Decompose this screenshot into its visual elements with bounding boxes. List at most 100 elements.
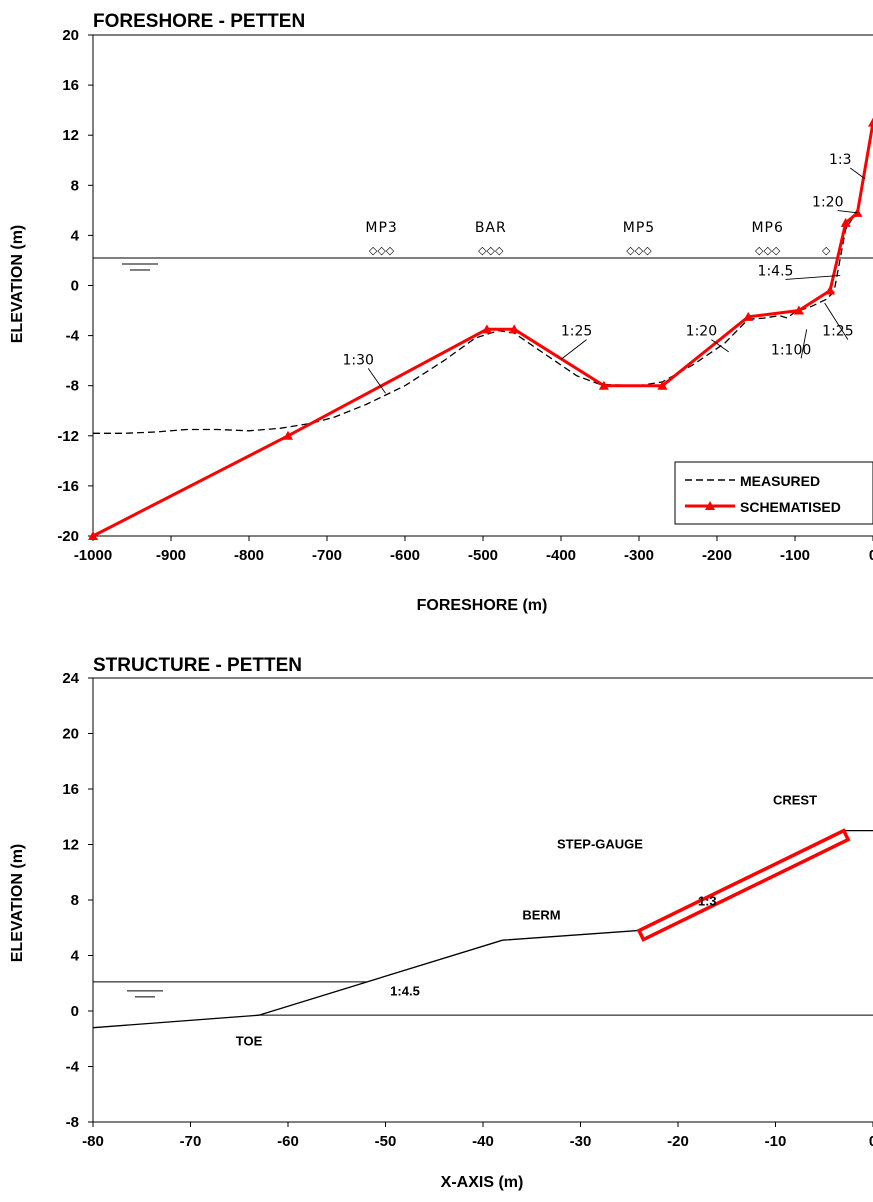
slope-annotation: 1:30 [342,352,373,368]
legend-measured-label: MEASURED [740,473,820,489]
measurement-point-marker: ◇ [822,244,831,257]
structure-x-tick-label: -70 [180,1133,202,1150]
structure-y-tick-label: 0 [71,1003,79,1020]
foreshore-y-tick-label: -16 [57,478,79,495]
schematised-series-line [92,122,873,538]
schematised-point [825,285,836,295]
foreshore-legend: MEASURED SCHEMATISED [674,461,873,525]
structure-x-tick-label: -40 [472,1133,494,1150]
measured-series-line [93,209,858,434]
foreshore-y-tick-label: 16 [62,77,79,94]
foreshore-x-tick-label: -100 [780,547,810,564]
step-gauge [636,828,851,942]
foreshore-chart: FORESHORE - PETTEN ELEVATION (m) FORESHO… [9,11,873,614]
foreshore-x-axis-label: FORESHORE (m) [417,597,548,614]
legend-schematised-label: SCHEMATISED [740,499,841,515]
structure-plot-area: CREST STEP-GAUGE 1:3 BERM 1:4.5 TOE [92,677,873,1123]
measurement-point-label: MP5 [623,220,655,236]
structure-y-tick-label: -8 [66,1114,79,1131]
slope-annotation-leader [560,339,587,360]
slope-annotation-leader [367,368,386,394]
foreshore-y-tick-label: 20 [62,27,79,44]
structure-x-tick-label: -10 [765,1133,787,1150]
schematised-point [840,217,851,227]
schematised-point [657,380,668,390]
legend-box [674,461,873,525]
schematised-point [793,305,804,315]
foreshore-x-tick-label: -500 [468,547,498,564]
structure-chart: STRUCTURE - PETTEN ELEVATION (m) X-AXIS … [9,655,873,1191]
foreshore-x-tick-label: -1000 [74,547,112,564]
slope-annotation: 1:3 [829,152,852,168]
measurement-point-label: MP3 [365,220,397,236]
structure-y-tick-label: 24 [62,670,79,687]
foreshore-x-tick-label: 0 [869,547,873,564]
structure-y-tick-label: 8 [71,892,79,909]
foreshore-y-axis-label: ELEVATION (m) [9,225,26,344]
structure-label: 1:4.5 [390,984,420,999]
foreshore-x-tick-label: -900 [156,547,186,564]
structure-y-tick-label: 4 [71,948,80,965]
foreshore-x-tick-label: -600 [390,547,420,564]
structure-y-tick-label: 16 [62,781,79,798]
foreshore-x-tick-label: -400 [546,547,576,564]
measurement-point-label: BAR [475,220,507,236]
foreshore-axis-ticks: -1000 -900 -8 0 0 -700 -600 -500 -400 -300 -200 -10… [57,27,873,564]
structure-profile-line [92,829,873,1029]
schematised-point [743,311,754,321]
foreshore-x-tick-label: -200 [702,547,732,564]
foreshore-y-tick-label: 4 [71,227,80,244]
structure-label: BERM [522,907,560,922]
schematised-point [852,207,863,217]
structure-y-tick-label: 20 [62,726,79,743]
structure-chart-title: STRUCTURE - PETTEN [93,655,302,676]
schematised-point [283,430,293,440]
slope-annotation-leader [849,167,866,180]
structure-x-axis-label: X-AXIS (m) [441,1174,524,1191]
foreshore-y-tick-label: 8 [71,177,79,194]
slope-annotation-leader [837,210,858,214]
slope-annotation: 1:20 [686,324,717,340]
foreshore-y-tick-label: 0 [71,278,79,295]
schematised-point [481,324,492,334]
legend-schematised-marker [705,501,715,510]
foreshore-plot-area: ◇◇◇ MP3 ◇◇◇ BAR ◇◇◇ MP5 ◇◇◇ MP6 ◇ 1:30 1:25 1:20 1:1… [88,34,873,540]
structure-x-tick-label: -50 [375,1133,397,1150]
measurement-point-label: MP6 [751,220,783,236]
structure-label: CREST [773,792,817,807]
foreshore-y-tick-label: -20 [57,528,79,545]
slope-annotation: 1:100 [771,342,811,358]
slope-annotation: 1:25 [822,324,853,340]
slope-annotation: 1:25 [561,324,592,340]
slope-annotation: 1:4.5 [758,263,794,279]
structure-x-tick-label: -20 [667,1133,689,1150]
schematised-point [598,380,609,390]
structure-y-tick-label: -4 [66,1059,80,1076]
structure-x-tick-label: -30 [570,1133,592,1150]
foreshore-chart-title: FORESHORE - PETTEN [93,11,305,32]
schematised-point [868,117,873,127]
measurement-point-marker: ◇◇◇ [626,244,652,257]
structure-y-tick-label: 12 [62,837,79,854]
structure-x-tick-label: -60 [277,1133,299,1150]
structure-x-tick-label: 0 [869,1133,873,1150]
foreshore-y-tick-label: -4 [66,328,80,345]
slope-annotation-leader [800,329,808,359]
structure-label: STEP-GAUGE [557,837,643,852]
structure-axis-ticks: -80 -70 -60 -50 -40 -30 -20 -10 0 24 20 16 12 8 4 0 -4 -8 [62,670,873,1150]
foreshore-y-tick-label: 12 [62,127,79,144]
structure-label: 1:3 [698,894,717,909]
foreshore-x-tick-label: -700 [312,547,342,564]
foreshore-y-tick-label: -12 [57,428,79,445]
slope-annotation: 1:20 [812,195,843,211]
slope-annotation-leader [711,339,729,353]
measurement-point-marker: ◇◇◇ [369,244,395,257]
foreshore-x-tick-label: -300 [624,547,654,564]
structure-label: TOE [236,1034,263,1049]
schematised-point [509,324,520,334]
foreshore-y-tick-label: -8 [66,378,79,395]
structure-y-axis-label: ELEVATION (m) [9,844,26,963]
slope-annotation-leader [824,302,849,340]
measurement-point-marker: ◇◇◇ [478,244,504,257]
